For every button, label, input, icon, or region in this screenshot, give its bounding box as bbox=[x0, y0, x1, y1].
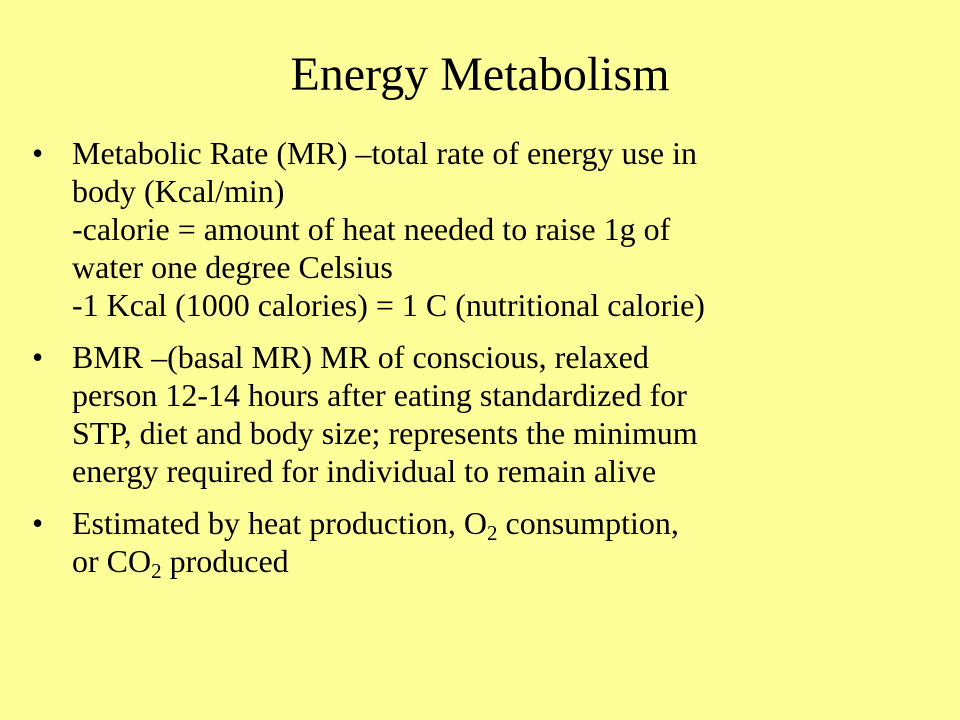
bullet-line: water one degree Celsius bbox=[72, 249, 393, 285]
bullet-line: or CO2 produced bbox=[72, 542, 930, 583]
subscript: 2 bbox=[151, 559, 162, 583]
bullet-line: STP, diet and body size; represents the … bbox=[72, 415, 698, 451]
bullet-line: Estimated by heat production, O2 consump… bbox=[72, 504, 930, 545]
bullet-line: body (Kcal/min) bbox=[72, 173, 285, 209]
bullet-list: • Metabolic Rate (MR) –total rate of ene… bbox=[0, 134, 960, 594]
bullet-line: person 12-14 hours after eating standard… bbox=[72, 377, 687, 413]
bullet-bmr: • BMR –(basal MR) MR of conscious, relax… bbox=[0, 338, 960, 490]
bullet-estimation: • Estimated by heat production, O2 consu… bbox=[0, 504, 960, 583]
bullet-line: Metabolic Rate (MR) –total rate of energ… bbox=[72, 135, 697, 171]
text-run: consumption, bbox=[497, 505, 679, 541]
text-run: produced bbox=[161, 543, 289, 579]
text-run: or CO bbox=[72, 543, 152, 579]
bullet-point-icon: • bbox=[32, 339, 44, 375]
bullet-line: energy required for individual to remain… bbox=[72, 453, 657, 489]
bullet-line: BMR –(basal MR) MR of conscious, relaxed bbox=[72, 339, 649, 375]
text-run: Estimated by heat production, O bbox=[72, 505, 488, 541]
bullet-point-icon: • bbox=[32, 135, 44, 171]
bullet-metabolic-rate: • Metabolic Rate (MR) –total rate of ene… bbox=[0, 134, 960, 324]
subscript: 2 bbox=[487, 521, 498, 545]
bullet-line: -calorie = amount of heat needed to rais… bbox=[72, 211, 671, 247]
slide-title: Energy Metabolism bbox=[290, 48, 670, 101]
bullet-point-icon: • bbox=[32, 505, 44, 541]
bullet-line: -1 Kcal (1000 calories) = 1 C (nutrition… bbox=[72, 287, 705, 323]
